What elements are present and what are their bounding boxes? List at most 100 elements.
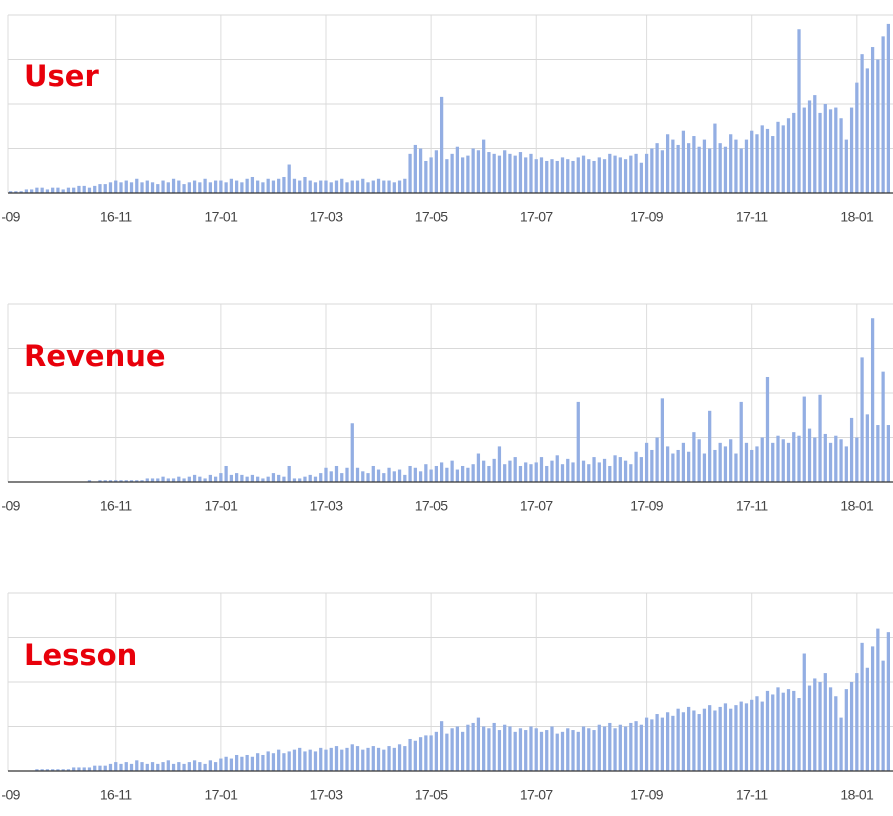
bar [492, 458, 496, 482]
bar [219, 758, 223, 771]
bar [345, 182, 349, 193]
bar [161, 762, 165, 771]
bar [250, 756, 255, 771]
bar [418, 737, 423, 771]
bar [713, 710, 717, 771]
bar [886, 23, 891, 194]
bar [434, 731, 438, 771]
bar [271, 753, 276, 771]
bar [723, 703, 728, 771]
bar [298, 747, 302, 771]
bar [545, 160, 549, 193]
bar [103, 765, 107, 771]
bar [639, 162, 643, 193]
bar [455, 146, 460, 193]
bar [702, 139, 707, 193]
bar [445, 159, 449, 193]
bar [755, 696, 759, 771]
bar [87, 767, 92, 771]
bar [718, 706, 722, 771]
bar [608, 465, 612, 482]
bar [708, 705, 712, 771]
bar [692, 136, 696, 193]
bar [266, 751, 270, 771]
x-tick-label: 17-09 [630, 209, 664, 225]
bar [98, 480, 102, 482]
bar [676, 708, 680, 771]
bar [371, 180, 375, 193]
bar [434, 150, 438, 193]
bar [455, 469, 460, 482]
x-tick-label: 17-11 [736, 787, 769, 803]
bar [571, 160, 575, 193]
bar [14, 191, 18, 193]
bar [602, 726, 607, 771]
bar [140, 762, 144, 771]
bar [723, 446, 728, 482]
bar [150, 182, 155, 193]
bar [361, 471, 365, 482]
bar [534, 728, 538, 771]
bar [135, 480, 139, 482]
bar [876, 59, 880, 193]
x-tick-label: 17-01 [204, 787, 238, 803]
bar [77, 767, 81, 771]
bar [560, 157, 565, 193]
bar [608, 722, 612, 771]
bar [392, 182, 396, 193]
x-tick-label: 16-11 [100, 498, 133, 514]
bar [187, 476, 191, 482]
bar [655, 714, 659, 771]
bar [340, 178, 344, 193]
bar [93, 185, 97, 193]
bar [103, 480, 107, 482]
bar [665, 446, 670, 482]
bar [718, 143, 722, 193]
bar [192, 180, 197, 193]
bar [471, 464, 475, 482]
bar [786, 689, 791, 771]
bar [555, 160, 559, 193]
bar [634, 153, 638, 193]
bar [355, 467, 360, 482]
bar [713, 123, 717, 193]
bar [750, 699, 754, 771]
bar [855, 437, 859, 482]
bar [334, 746, 339, 771]
bar [145, 763, 149, 771]
bar [744, 703, 749, 771]
bar [461, 465, 465, 482]
bar [513, 731, 517, 771]
bar [140, 182, 144, 193]
bar [72, 187, 76, 193]
bar [482, 139, 486, 193]
bar [192, 474, 197, 482]
bar [702, 453, 707, 482]
bar [308, 180, 312, 193]
x-tick-label: 16-11 [100, 209, 133, 225]
bar [849, 417, 854, 482]
bar [665, 134, 670, 193]
bar [418, 471, 423, 482]
x-tick-label: 17-07 [520, 209, 554, 225]
bar [560, 464, 565, 482]
bar [350, 180, 354, 193]
bar [371, 746, 375, 771]
bar [571, 730, 575, 771]
bar [828, 442, 833, 482]
bar [529, 726, 533, 771]
bar [655, 437, 659, 482]
bar [613, 455, 617, 482]
bar [534, 159, 538, 193]
bar [108, 763, 113, 771]
bar [708, 410, 712, 482]
bar [550, 159, 554, 193]
bar [224, 182, 228, 193]
bar [807, 100, 812, 193]
bar [213, 180, 218, 193]
bar [334, 465, 339, 482]
bar [277, 474, 281, 482]
bar [587, 728, 591, 771]
